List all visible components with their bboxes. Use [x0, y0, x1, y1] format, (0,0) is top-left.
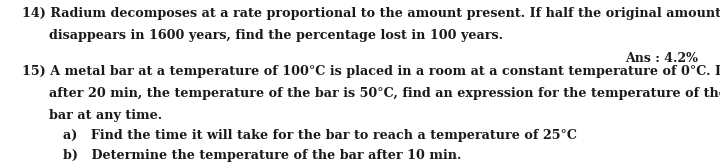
Text: b)   Determine the temperature of the bar after 10 min.: b) Determine the temperature of the bar …	[63, 149, 462, 162]
Text: 15) A metal bar at a temperature of 100°C is placed in a room at a constant temp: 15) A metal bar at a temperature of 100°…	[22, 65, 720, 78]
Text: 14) Radium decomposes at a rate proportional to the amount present. If half the : 14) Radium decomposes at a rate proporti…	[22, 7, 720, 20]
Text: Ans : 4.2%: Ans : 4.2%	[626, 52, 698, 65]
Text: after 20 min, the temperature of the bar is 50°C, find an expression for the tem: after 20 min, the temperature of the bar…	[49, 87, 720, 100]
Text: disappears in 1600 years, find the percentage lost in 100 years.: disappears in 1600 years, find the perce…	[49, 29, 503, 42]
Text: bar at any time.: bar at any time.	[49, 109, 162, 122]
Text: a)   Find the time it will take for the bar to reach a temperature of 25°C: a) Find the time it will take for the ba…	[63, 129, 577, 142]
